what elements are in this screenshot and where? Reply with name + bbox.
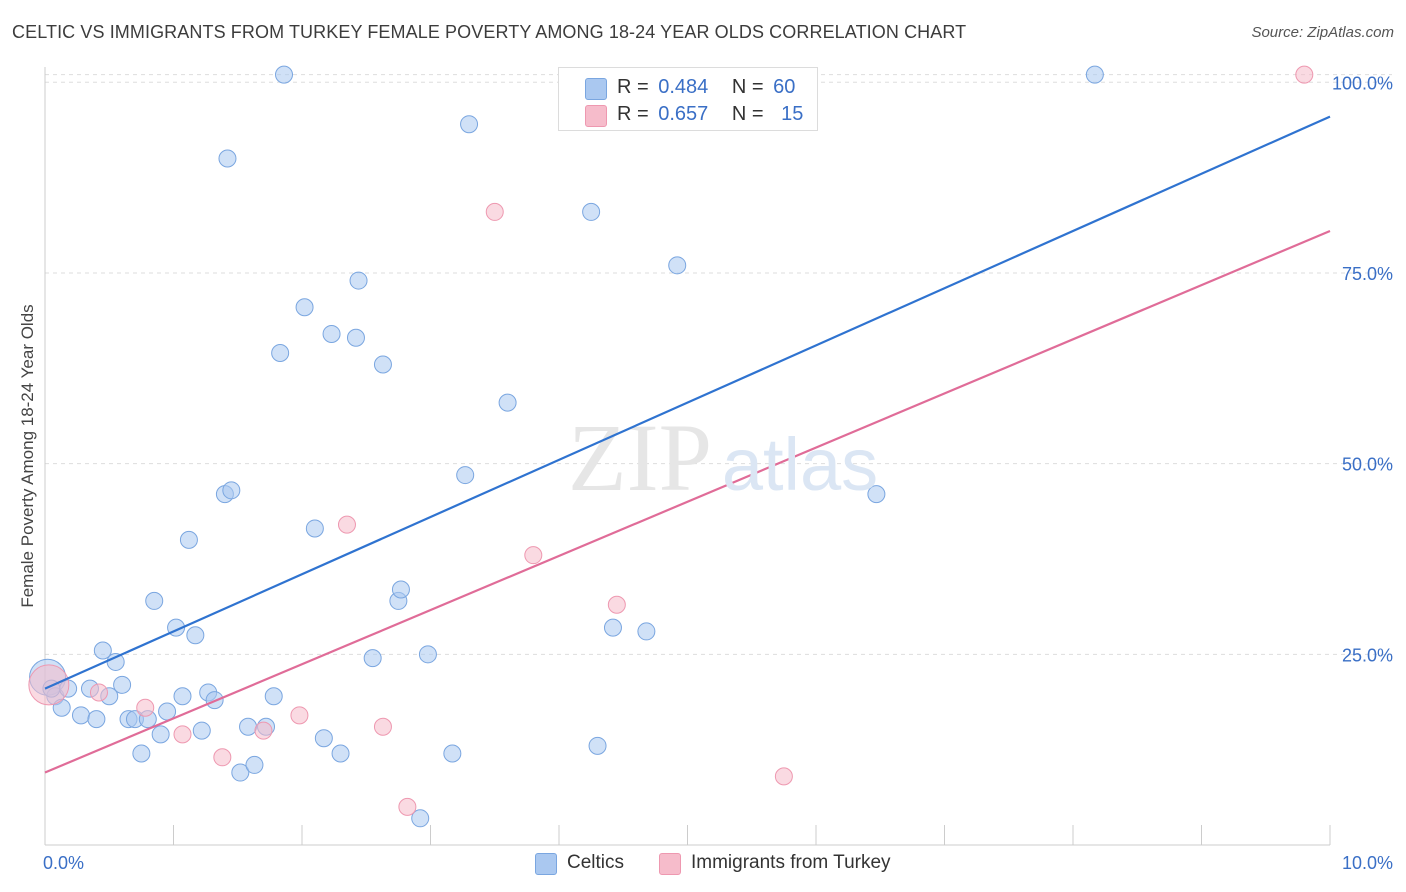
celtics-point	[132, 744, 151, 763]
celtics-point	[867, 485, 886, 504]
turkey-trend-line	[44, 229, 1331, 774]
celtics-point	[331, 744, 350, 763]
chart-title: CELTIC VS IMMIGRANTS FROM TURKEY FEMALE …	[12, 22, 967, 42]
celtics-point	[173, 687, 192, 706]
celtics-point	[305, 519, 324, 538]
turkey-point	[524, 546, 543, 565]
data-points	[28, 65, 1314, 828]
y-axis-label: Female Poverty Among 18-24 Year Olds	[18, 304, 37, 608]
celtics-swatch	[585, 78, 607, 100]
celtics-point	[456, 466, 475, 485]
celtics-point	[295, 298, 314, 317]
celtics-trend-line	[44, 115, 1331, 690]
celtics-point	[363, 649, 382, 668]
turkey-point	[89, 683, 108, 702]
celtics-point	[93, 641, 112, 660]
n-label: N =	[731, 76, 764, 98]
celtics-point	[314, 729, 333, 748]
celtics-point	[239, 717, 258, 736]
n-label: N =	[731, 103, 764, 125]
turkey-point	[136, 698, 155, 717]
r-value: 0.484	[658, 76, 709, 98]
r-label: R =	[617, 103, 649, 125]
celtics-point	[245, 755, 264, 774]
x-tick-label: 10.0%	[1342, 853, 1393, 873]
turkey-point	[373, 717, 392, 736]
celtics-point	[264, 687, 283, 706]
y-tick-label: 25.0%	[1342, 645, 1393, 665]
n-value: 15	[781, 103, 804, 125]
axes	[44, 67, 1331, 846]
legend-label: Immigrants from Turkey	[691, 852, 891, 873]
celtics-point	[460, 115, 479, 134]
turkey-point	[398, 797, 417, 816]
celtics-point	[668, 256, 687, 275]
y-tick-label: 100.0%	[1332, 73, 1393, 93]
celtics-point	[603, 618, 622, 637]
watermark-atlas: atlas	[722, 423, 878, 506]
turkey-point	[1295, 65, 1314, 84]
celtics-point	[179, 530, 198, 549]
celtics-point	[588, 736, 607, 755]
celtics-point	[222, 481, 241, 500]
r-label: R =	[617, 76, 649, 98]
celtics-point	[87, 710, 106, 729]
celtics-point	[346, 328, 365, 347]
celtics-point	[275, 65, 294, 84]
celtics-point	[186, 626, 205, 645]
celtics-point	[373, 355, 392, 374]
x-tick-label: 0.0%	[43, 853, 84, 873]
source-label: Source: ZipAtlas.com	[1251, 24, 1394, 41]
tick-labels: 25.0% 50.0% 75.0% 100.0% 0.0% 10.0%	[43, 73, 1393, 873]
celtics-point	[637, 622, 656, 641]
y-tick-label: 50.0%	[1342, 455, 1393, 475]
celtics-point	[151, 725, 170, 744]
celtics-point	[71, 706, 90, 725]
celtics-point	[411, 809, 430, 828]
celtics-point	[391, 580, 410, 599]
turkey-point	[213, 748, 232, 767]
celtics-point	[418, 645, 437, 664]
celtics-point	[271, 344, 290, 363]
celtics-point	[231, 763, 250, 782]
celtics-point	[1085, 65, 1104, 84]
celtics-point	[443, 744, 462, 763]
turkey-swatch	[659, 853, 681, 875]
celtics-point	[145, 591, 164, 610]
celtics-point	[582, 202, 601, 221]
turkey-swatch	[585, 105, 607, 127]
turkey-point	[774, 767, 793, 786]
gridlines	[45, 74, 1392, 655]
turkey-point	[28, 664, 70, 706]
r-value: 0.657	[658, 103, 709, 125]
turkey-point	[607, 595, 626, 614]
celtics-point	[322, 324, 341, 343]
celtics-point	[218, 149, 237, 168]
trend-lines	[44, 115, 1331, 774]
celtics-swatch	[535, 853, 557, 875]
legend-label: Celtics	[567, 852, 625, 873]
celtics-point	[349, 271, 368, 290]
celtics-point	[192, 721, 211, 740]
y-tick-label: 75.0%	[1342, 264, 1393, 284]
legend-text: R = 0.484 N = 60	[617, 76, 795, 99]
turkey-point	[485, 202, 504, 221]
turkey-point	[337, 515, 356, 534]
turkey-point	[290, 706, 309, 725]
correlation-legend: R = 0.484 N = 60 R = 0.657 N = 15	[558, 67, 818, 131]
celtics-point	[113, 675, 132, 694]
turkey-point	[173, 725, 192, 744]
celtics-point	[498, 393, 517, 412]
watermark: ZIP	[568, 404, 712, 511]
n-value: 60	[773, 76, 796, 98]
turkey-point	[254, 721, 273, 740]
legend-text: R = 0.657 N = 15	[617, 103, 803, 126]
